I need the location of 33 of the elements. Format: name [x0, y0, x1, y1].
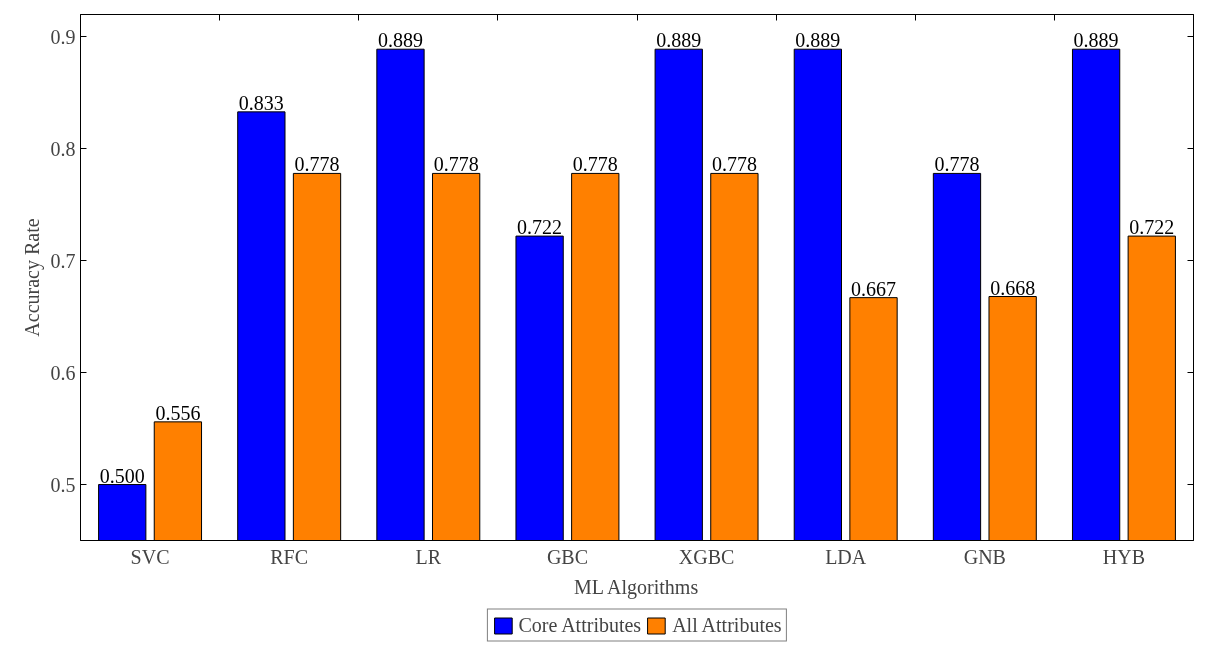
x-tick-label: XGBC — [678, 545, 735, 568]
data-label: 0.556 — [155, 401, 201, 424]
legend-label: All Attributes — [672, 613, 782, 637]
data-label: 0.500 — [99, 464, 145, 487]
data-label: 0.833 — [238, 91, 284, 114]
legend-label: Core Attributes — [518, 613, 642, 637]
x-tick-label: LDA — [825, 545, 867, 568]
x-axis-title: ML Algorithms — [573, 575, 699, 599]
data-label: 0.722 — [1129, 216, 1175, 239]
data-label: 0.889 — [377, 29, 423, 52]
data-label: 0.668 — [990, 276, 1036, 299]
x-tick-label: GNB — [963, 545, 1006, 568]
data-label: 0.889 — [1073, 29, 1119, 52]
x-tick-label: LR — [415, 545, 442, 568]
x-tick-label: SVC — [130, 545, 170, 568]
x-tick-label: GBC — [546, 545, 588, 568]
data-label: 0.778 — [433, 153, 479, 176]
data-label: 0.778 — [934, 153, 980, 176]
y-tick-label: 0.5 — [50, 473, 76, 496]
y-tick-label: 0.7 — [50, 249, 76, 272]
data-label: 0.667 — [851, 277, 897, 300]
y-tick-label: 0.9 — [50, 25, 76, 48]
data-label: 0.778 — [711, 153, 757, 176]
y-tick-label: 0.8 — [50, 137, 76, 160]
data-label: 0.778 — [294, 153, 340, 176]
data-label: 0.889 — [795, 29, 841, 52]
y-tick-label: 0.6 — [50, 361, 76, 384]
data-label: 0.778 — [572, 153, 618, 176]
data-label: 0.889 — [656, 29, 702, 52]
x-tick-label: HYB — [1102, 545, 1146, 568]
y-axis-title: Accuracy Rate — [20, 218, 44, 337]
x-tick-label: RFC — [270, 545, 309, 568]
data-label: 0.722 — [517, 216, 563, 239]
